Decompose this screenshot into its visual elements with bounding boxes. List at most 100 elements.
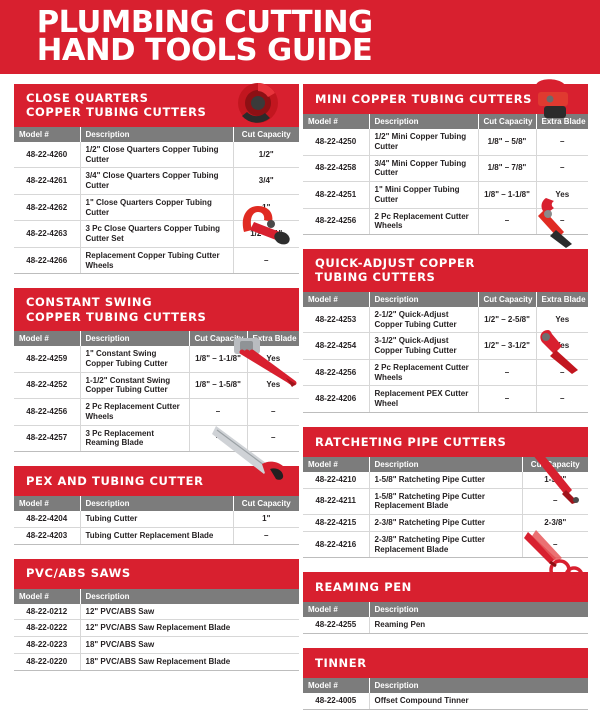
- table-row[interactable]: 48-22-0220 18" PVC/ABS Saw Replacement Bl…: [14, 653, 299, 671]
- table-row[interactable]: 48-22-4005 Offset Compound Tinner: [303, 693, 588, 710]
- cell-value: 3/4" Close Quarters Copper Tubing Cutter: [80, 167, 234, 195]
- column-header: Description: [80, 331, 190, 346]
- section-title-line: RATCHETING PIPE CUTTERS: [315, 434, 507, 449]
- cell-value: 1" Close Quarters Copper Tubing Cutter: [80, 194, 234, 222]
- column-header: Description: [80, 496, 234, 511]
- section-close-quarters-copper-tubing-cutters: CLOSE QUARTERS COPPER TUBING CUTTERS Model…: [14, 84, 299, 275]
- column-header: Cut Capacity: [189, 331, 248, 346]
- table-row[interactable]: 48-22-4216 2-3/8" Ratcheting Pipe Cutter R…: [303, 531, 588, 559]
- section-header-tinner: TINNER: [303, 648, 588, 678]
- cell-model-number: 48-22-4211: [303, 488, 370, 515]
- table-close-quarters-copper-tubing-cutters: Model # Description Cut Capacity 48-22-4260…: [14, 126, 299, 275]
- table-row[interactable]: 48-22-4251 1" Mini Copper Tubing Cutter 1/…: [303, 181, 588, 209]
- table-row[interactable]: 48-22-4261 3/4" Close Quarters Copper Tub…: [14, 167, 299, 195]
- table-mini-copper-tubing-cutters: Model # Description Cut Capacity Extra Blad…: [303, 114, 588, 235]
- cell-value: Reaming Pen: [369, 617, 588, 635]
- table-row[interactable]: 48-22-4254 3-1/2" Quick-Adjust Copper Tubi…: [303, 332, 588, 360]
- cell-value: Yes: [247, 372, 299, 399]
- column-header: Cut Capacity: [478, 291, 537, 307]
- cell-value: 1" Mini Copper Tubing Cutter: [369, 181, 479, 209]
- cell-value: 3 Pc Close Quarters Copper Tubing Cutter…: [80, 220, 234, 248]
- cell-value: 1/2" Close Quarters Copper Tubing Cutter: [80, 141, 234, 169]
- section-title-line: COPPER TUBING CUTTERS: [26, 309, 207, 324]
- page-title-line-1: PLUMBING CUTTING: [36, 4, 373, 40]
- table-row[interactable]: 48-22-4266 Replacement Copper Tubing Cutt…: [14, 247, 299, 275]
- table-header-row: Model # Description Cut Capacity: [303, 456, 588, 472]
- table-row[interactable]: 48-22-4211 1-5/8" Ratcheting Pipe Cutter R…: [303, 488, 588, 515]
- cell-value: 1-1/2" Constant Swing Copper Tubing Cutte…: [80, 372, 190, 399]
- section-pex-and-tubing-cutter: PEX AND TUBING CUTTER Model # Description C…: [14, 466, 299, 545]
- table-row[interactable]: 48-22-4260 1/2" Close Quarters Copper Tub…: [14, 141, 299, 169]
- table-row[interactable]: 48-22-0222 12" PVC/ABS Saw Replacement Bl…: [14, 619, 299, 637]
- section-title-line: TUBING CUTTERS: [315, 270, 436, 285]
- cell-value: Replacement PEX Cutter Wheel: [369, 385, 479, 413]
- table-row[interactable]: 48-22-4255 Reaming Pen: [303, 617, 588, 635]
- cell-value: 3/4": [233, 167, 299, 195]
- cell-value: 18" PVC/ABS Saw: [80, 636, 299, 654]
- table-row[interactable]: 48-22-4252 1-1/2" Constant Swing Copper Tu…: [14, 372, 299, 399]
- column-header: Cut Capacity: [233, 496, 299, 511]
- cell-value: –: [536, 129, 588, 156]
- cell-value: 1" Constant Swing Copper Tubing Cutter: [80, 346, 190, 373]
- table-tinner: Model # Description 48-22-4005 Offset Compo…: [303, 678, 588, 710]
- table-row[interactable]: 48-22-0212 12" PVC/ABS Saw: [14, 603, 299, 621]
- cell-value: 3-1/2" Quick-Adjust Copper Tubing Cutter: [369, 332, 479, 360]
- section-title-line: PEX AND TUBING CUTTER: [26, 473, 204, 488]
- cell-model-number: 48-22-4261: [14, 167, 81, 195]
- table-row[interactable]: 48-22-4215 2-3/8" Ratcheting Pipe Cutter 2…: [303, 514, 588, 532]
- table-row[interactable]: 48-22-4259 1" Constant Swing Copper Tubing…: [14, 346, 299, 373]
- column-header: Description: [369, 678, 588, 693]
- column-header: Cut Capacity: [478, 114, 537, 129]
- cell-model-number: 48-22-0223: [14, 636, 81, 654]
- table-row[interactable]: 48-22-4262 1" Close Quarters Copper Tubin…: [14, 194, 299, 222]
- cell-value: Replacement Copper Tubing Cutter Wheels: [80, 247, 234, 275]
- section-header-ratcheting-pipe-cutters: RATCHETING PIPE CUTTERS: [303, 426, 588, 457]
- section-header-mini-copper-tubing-cutters: MINI COPPER TUBING CUTTERS: [303, 84, 588, 114]
- cell-value: –: [536, 155, 588, 182]
- table-row[interactable]: 48-22-4256 2 Pc Replacement Cutter Wheels…: [303, 359, 588, 387]
- section-mini-copper-tubing-cutters: MINI COPPER TUBING CUTTERS Model # Descrip…: [303, 84, 588, 235]
- column-header: Extra Blade: [536, 114, 588, 129]
- section-title-line: REAMING PEN: [315, 580, 412, 595]
- table-row[interactable]: 48-22-4204 Tubing Cutter 1": [14, 511, 299, 528]
- table-row[interactable]: 48-22-4250 1/2" Mini Copper Tubing Cutter…: [303, 129, 588, 156]
- cell-value: Tubing Cutter Replacement Blade: [80, 527, 234, 545]
- cell-value: 1/8" – 1-5/8": [189, 372, 248, 399]
- section-title-line: CLOSE QUARTERS: [26, 91, 149, 105]
- table-header-row: Model # Description: [303, 678, 588, 693]
- section-header-close-quarters-copper-tubing-cutters: CLOSE QUARTERS COPPER TUBING CUTTERS: [14, 84, 299, 127]
- page-title-line-2: HAND TOOLS GUIDE: [36, 33, 373, 68]
- table-row[interactable]: 48-22-4257 3 Pc Replacement Reaming Blade…: [14, 425, 299, 452]
- cell-value: 12" PVC/ABS Saw: [80, 603, 299, 621]
- section-title-line: CONSTANT SWING: [26, 295, 153, 310]
- cell-model-number: 48-22-0212: [14, 603, 81, 621]
- section-tinner: TINNER Model # Description 48-22-4005 Offset…: [303, 648, 588, 710]
- cell-value: 2-3/8" Ratcheting Pipe Cutter: [369, 514, 523, 532]
- table-row[interactable]: 48-22-4263 3 Pc Close Quarters Copper Tub…: [14, 220, 299, 248]
- cell-model-number: 48-22-0222: [14, 619, 81, 637]
- table-row[interactable]: 48-22-4210 1-5/8" Ratcheting Pipe Cutter 1…: [303, 471, 588, 489]
- cell-value: Yes: [247, 346, 299, 373]
- cell-model-number: 48-22-0220: [14, 653, 81, 671]
- cell-model-number: 48-22-4256: [14, 398, 81, 426]
- cell-value: 1-5/8" Ratcheting Pipe Cutter Replacement…: [369, 488, 523, 515]
- table-row[interactable]: 48-22-4256 2 Pc Replacement Cutter Wheels…: [14, 398, 299, 426]
- table-row[interactable]: 48-22-4256 2 Pc Replacement Cutter Wheels…: [303, 208, 588, 235]
- column-header: Model #: [303, 456, 370, 472]
- section-ratcheting-pipe-cutters: RATCHETING PIPE CUTTERS Model # Descriptio…: [303, 426, 588, 559]
- cell-value: 3 Pc Replacement Reaming Blade: [80, 425, 190, 452]
- cell-value: –: [247, 425, 299, 452]
- cell-value: 1/2" – 2-5/8": [478, 306, 537, 334]
- table-row[interactable]: 48-22-4253 2-1/2" Quick-Adjust Copper Tubi…: [303, 306, 588, 334]
- table-row[interactable]: 48-22-4203 Tubing Cutter Replacement Blad…: [14, 527, 299, 545]
- table-row[interactable]: 48-22-4258 3/4" Mini Copper Tubing Cutter…: [303, 155, 588, 182]
- table-row[interactable]: 48-22-0223 18" PVC/ABS Saw: [14, 636, 299, 654]
- table-row[interactable]: 48-22-4206 Replacement PEX Cutter Wheel – –: [303, 385, 588, 413]
- table-header-row: Model # Description Cut Capacity: [14, 496, 299, 511]
- cell-value: 2 Pc Replacement Cutter Wheels: [369, 359, 479, 387]
- table-pvc-abs-saws: Model # Description 48-22-0212 12" PVC/ABS …: [14, 588, 299, 671]
- table-constant-swing-copper-tubing-cutters: Model # Description Cut Capacity Extra Blad…: [14, 331, 299, 452]
- cell-value: –: [189, 398, 248, 426]
- cell-model-number: 48-22-4254: [303, 332, 370, 360]
- column-header: Extra Blade: [536, 291, 588, 307]
